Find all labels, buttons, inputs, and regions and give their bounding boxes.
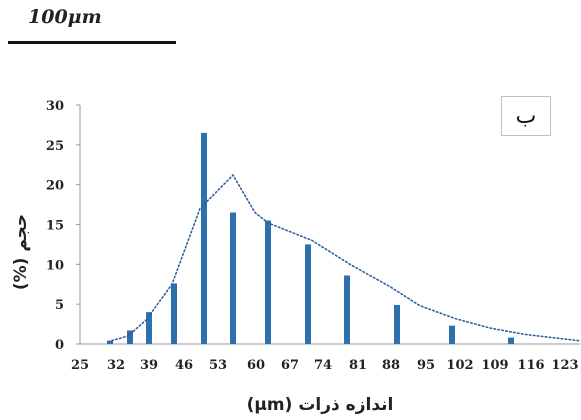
y-tick-label: 30 <box>46 99 64 114</box>
x-tick-label: 95 <box>417 358 435 373</box>
y-tick-label: 25 <box>46 139 64 154</box>
x-tick-label: 109 <box>481 358 508 373</box>
scale-label: 100μm <box>28 6 102 28</box>
x-axis: 25 32 39 46 53 60 67 74 81 88 95 102 109 116 123 <box>71 343 580 373</box>
x-tick-label: 46 <box>175 358 193 373</box>
x-tick-label: 123 <box>551 358 578 373</box>
y-axis-title: حجم (%) <box>11 214 31 290</box>
x-tick-label: 25 <box>71 358 89 373</box>
y-tick-label: 10 <box>46 258 64 273</box>
fit-line <box>107 173 581 343</box>
x-tick-label: 116 <box>517 358 544 373</box>
bar <box>201 132 207 344</box>
x-axis-title: اندازه ذرات (μm) <box>247 395 394 415</box>
bar <box>127 330 133 344</box>
bar <box>305 244 311 344</box>
bar <box>107 340 113 344</box>
x-tick-label: 102 <box>446 358 473 373</box>
x-tick-label: 60 <box>247 358 265 373</box>
x-tick-label: 81 <box>349 358 367 373</box>
bar <box>394 304 400 344</box>
x-tick-label: 74 <box>314 358 332 373</box>
x-tick-label: 88 <box>382 358 400 373</box>
bar <box>171 283 177 344</box>
y-tick-label: 20 <box>46 179 64 194</box>
y-tick-label: 5 <box>55 298 64 313</box>
bar <box>449 325 455 344</box>
fit-line-path <box>107 173 581 343</box>
bar <box>146 312 152 344</box>
bar <box>265 220 271 344</box>
x-tick-label: 39 <box>140 358 158 373</box>
y-tick-label: 0 <box>55 338 64 353</box>
x-tick-label: 32 <box>107 358 125 373</box>
bar <box>230 212 236 344</box>
x-tick-label: 53 <box>209 358 227 373</box>
y-axis: 0 5 10 15 20 25 30 <box>46 99 81 353</box>
bar <box>344 275 350 344</box>
x-tick-label: 67 <box>281 358 299 373</box>
bar-series <box>107 132 514 344</box>
panel-label: ب <box>501 96 551 136</box>
y-tick-label: 15 <box>46 219 64 234</box>
scale-bar <box>8 41 176 44</box>
bar <box>508 337 514 344</box>
